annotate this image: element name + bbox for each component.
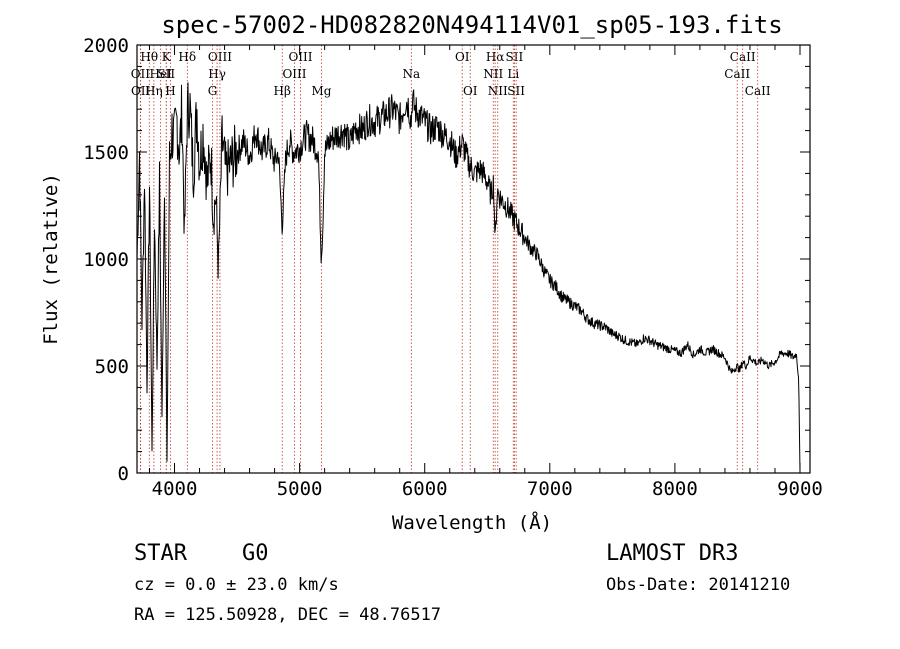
line-marker-label: OIII (282, 67, 306, 81)
line-marker-label: CaII (730, 50, 756, 64)
line-marker-label: SII (507, 84, 525, 98)
line-marker-label: H (165, 84, 175, 98)
y-tick-label: 2000 (83, 35, 129, 57)
flux-line (136, 82, 801, 474)
y-tick-label: 0 (118, 463, 129, 485)
line-marker-label: OIII (208, 50, 232, 64)
line-marker-label: Hη (145, 84, 163, 98)
x-axis-label: Wavelength (Å) (392, 511, 552, 534)
line-marker-label: SII (157, 67, 175, 81)
spectrum-series (136, 82, 801, 474)
redshift-info: cz = 0.0 ± 23.0 km/s (134, 575, 339, 595)
line-marker-label: CaII (745, 84, 771, 98)
line-marker-label: Hδ (178, 50, 196, 64)
line-marker-label: Hθ (140, 50, 158, 64)
line-marker-label: SII (506, 50, 524, 64)
x-tick-label: 8000 (652, 478, 698, 500)
object-type: STAR (134, 541, 188, 566)
x-tick-label: 7000 (527, 478, 573, 500)
line-marker-label: NII (483, 67, 503, 81)
line-marker-label: OI (463, 84, 478, 98)
y-tick-label: 1000 (83, 249, 129, 271)
observation-date: Obs-Date: 20141210 (606, 575, 790, 595)
line-marker-label: OIII (288, 50, 312, 64)
survey-name: LAMOST DR3 (606, 541, 738, 566)
x-tick-label: 6000 (402, 478, 448, 500)
x-tick-label: 9000 (777, 478, 823, 500)
y-axis-label: Flux (relative) (40, 173, 62, 345)
line-marker-label: K (162, 50, 172, 64)
chart-title: spec-57002-HD082820N494114V01_sp05-193.f… (161, 11, 782, 39)
spectral-subclass: G0 (242, 541, 269, 566)
line-marker-label: Hγ (208, 67, 226, 81)
line-marker-label: Hβ (274, 84, 291, 98)
line-marker-label: Mg (312, 84, 332, 98)
y-tick-label: 1500 (83, 142, 129, 164)
y-tick-label: 500 (95, 356, 129, 378)
line-marker-label: G (208, 84, 218, 98)
line-marker-label: OI (455, 50, 470, 64)
line-marker-label: OII (131, 84, 151, 98)
coordinates: RA = 125.50928, DEC = 48.76517 (134, 605, 441, 625)
axis-ticks: 4000 5000 6000 7000 8000 9000 0 500 1000 1500 2000 (83, 35, 823, 500)
line-marker-label: CaII (724, 67, 750, 81)
line-marker-label: Na (403, 67, 421, 81)
x-tick-label: 5000 (277, 478, 323, 500)
line-marker-label: Li (507, 67, 519, 81)
line-marker-label: NII (488, 84, 508, 98)
x-tick-label: 4000 (152, 478, 198, 500)
line-marker-label: Hα (486, 50, 505, 64)
plot-frame (136, 44, 811, 474)
